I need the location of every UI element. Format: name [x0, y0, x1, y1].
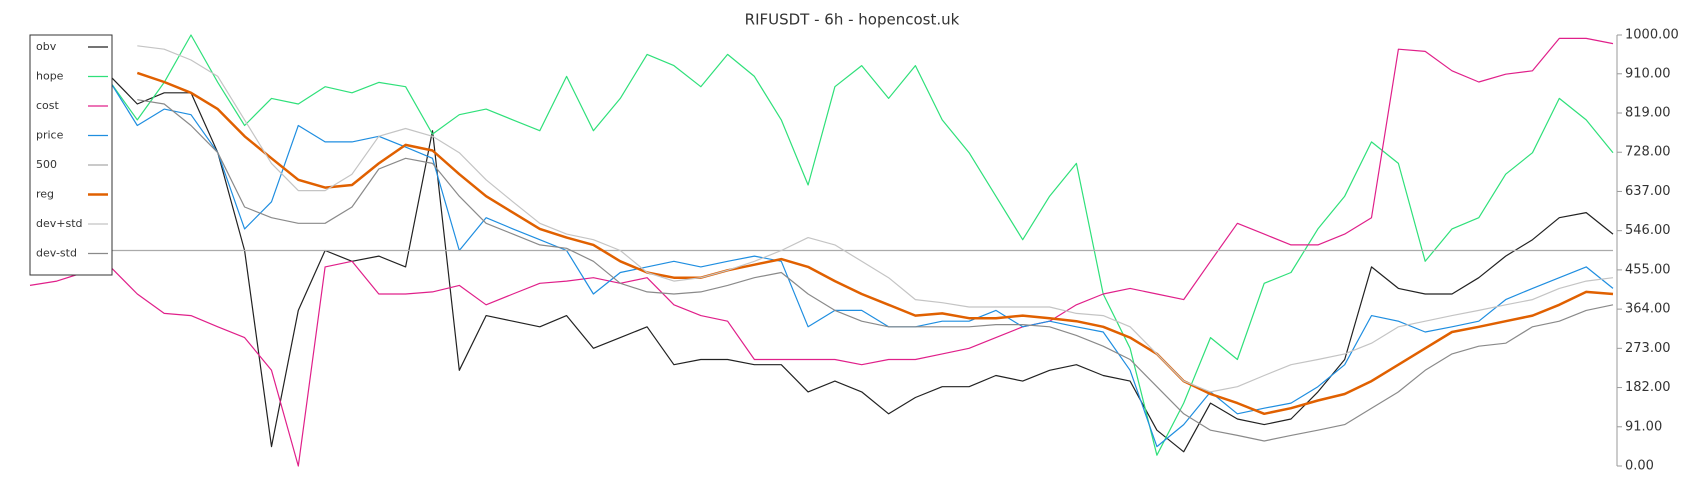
chart-title: RIFUSDT - 6h - hopencost.uk: [745, 11, 960, 29]
y-tick-label: 910.00: [1625, 66, 1671, 81]
legend-label: reg: [36, 188, 54, 201]
legend-label: hope: [36, 70, 64, 83]
series-line: [110, 34, 1614, 456]
y-tick-label: 364.00: [1625, 302, 1671, 317]
series-line: [110, 75, 1614, 453]
series-line: [109, 82, 1614, 448]
y-tick-label: 182.00: [1625, 380, 1671, 395]
legend-label: dev-std: [36, 247, 77, 260]
legend-label: 500: [36, 158, 57, 171]
legend-label: obv: [36, 40, 57, 53]
legend-label: dev+std: [36, 217, 83, 230]
series-line: [29, 37, 1614, 467]
legend-box: [29, 34, 113, 276]
y-tick-label: 91.00: [1625, 419, 1662, 434]
plot-area: 0.00 91.00 182.00 273.00 364.00 455.00 546.00 6…: [29, 28, 1679, 474]
y-tick-label: 728.00: [1625, 145, 1671, 160]
y-tick-label: 819.00: [1625, 106, 1671, 121]
series-line: [136, 71, 1614, 416]
legend-label: price: [36, 129, 64, 142]
y-tick-label: 546.00: [1625, 223, 1671, 238]
legend: obv hope cost price 500 reg dev+std dev-std: [29, 34, 113, 276]
y-tick-label: 273.00: [1625, 341, 1671, 356]
y-tick-label: 0.00: [1625, 459, 1654, 474]
series-line: [137, 45, 1614, 393]
y-tick-label: 455.00: [1625, 262, 1671, 277]
y-tick-label: 637.00: [1625, 184, 1671, 199]
y-tick-label: 1000.00: [1625, 28, 1679, 43]
series-line: [137, 99, 1614, 442]
legend-label: cost: [36, 99, 60, 112]
